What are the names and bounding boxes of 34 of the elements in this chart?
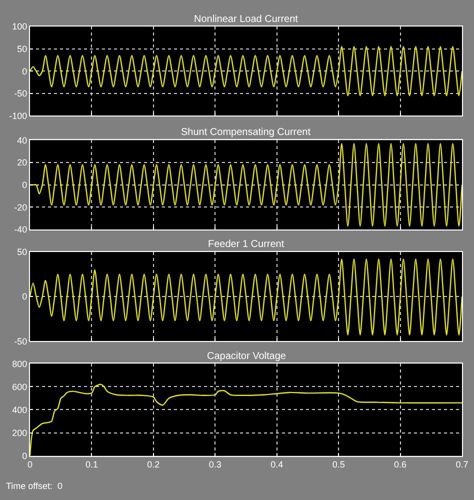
y-tick-label: 40	[17, 135, 28, 146]
y-tick-label: 100	[12, 22, 28, 32]
y-tick-label: -100	[9, 110, 28, 121]
x-tick-label: 0.1	[85, 460, 98, 470]
y-tick-label: -40	[14, 224, 28, 235]
y-tick-label: 0	[22, 180, 28, 190]
chart-title: Nonlinear Load Current	[194, 14, 298, 25]
y-tick-label: -20	[14, 202, 28, 212]
line-series	[30, 142, 462, 227]
line-series	[30, 384, 462, 456]
y-tick-label: 0	[22, 66, 28, 76]
y-tick-label: -50	[14, 88, 28, 99]
y-tick-label: 20	[17, 158, 28, 168]
y-tick-label: 0	[22, 292, 28, 302]
y-tick-label: 800	[12, 358, 28, 369]
line-series	[30, 46, 462, 96]
x-tick-label: 0.2	[147, 460, 160, 470]
x-tick-label: 0.7	[456, 460, 468, 470]
x-tick-label: 0.5	[332, 460, 345, 470]
chart-title: Shunt Compensating Current	[181, 127, 311, 138]
chart-title: Capacitor Voltage	[207, 351, 286, 362]
y-tick-label: 50	[17, 247, 28, 258]
line-series	[30, 258, 462, 336]
x-tick-label: 0.4	[270, 460, 284, 470]
y-tick-label: -50	[14, 336, 28, 346]
y-tick-label: 600	[12, 382, 28, 392]
chart-title: Feeder 1 Current	[208, 239, 284, 250]
x-tick-label: 0.6	[394, 460, 407, 470]
y-tick-label: 400	[12, 404, 28, 415]
y-tick-label: 0	[22, 450, 28, 461]
text: Time offset: 0	[6, 481, 63, 491]
y-tick-label: 50	[17, 44, 28, 54]
y-tick-label: 200	[12, 428, 28, 438]
x-tick-label: 0.3	[208, 460, 222, 470]
